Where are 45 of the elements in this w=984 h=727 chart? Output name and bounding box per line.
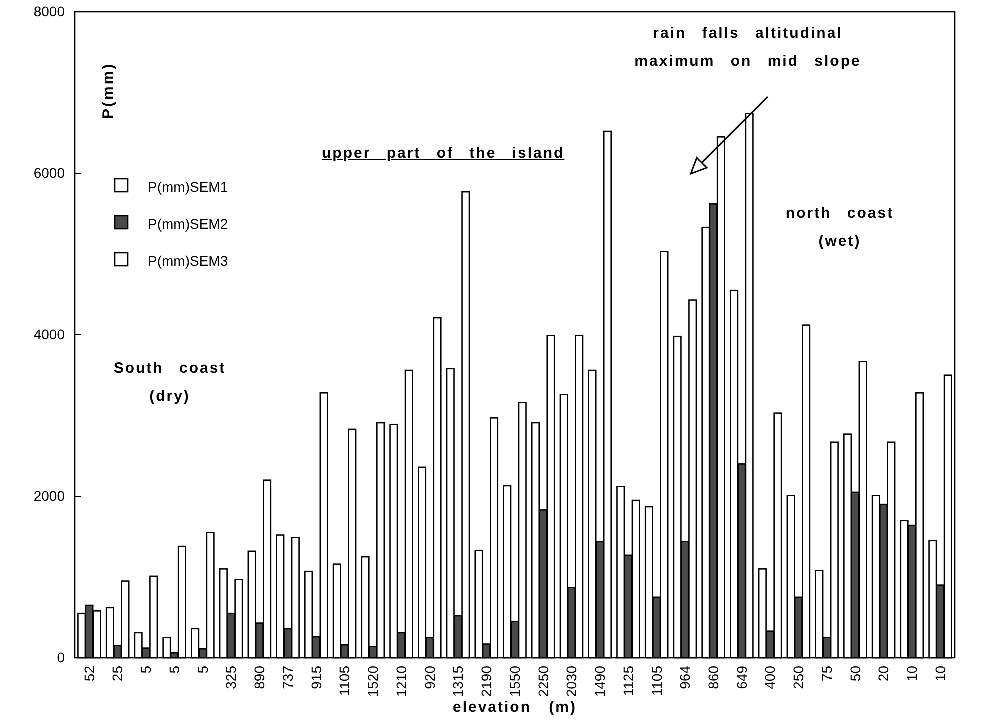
x-tick-label: 5: [138, 666, 154, 674]
x-tick-label: 20: [876, 666, 892, 682]
x-tick-label: 1125: [620, 666, 636, 696]
x-tick-label: 1315: [450, 666, 466, 698]
legend-label: P(mm)SEM2: [148, 216, 228, 232]
x-tick-label: 5: [194, 666, 211, 674]
x-tick-label: 2250: [535, 666, 552, 698]
x-tick-label: 75: [818, 666, 835, 682]
x-tick-label: 2190: [478, 666, 495, 698]
x-tick-label: 920: [422, 666, 438, 690]
x-tick-label: 1105: [336, 666, 353, 696]
annotation: South coast (dry): [114, 360, 226, 405]
annotation: north coast (wet): [786, 205, 894, 250]
x-tick-label: 737: [280, 666, 296, 690]
y-tick-label: 2000: [34, 488, 66, 504]
x-tick-label: 400: [762, 666, 778, 690]
x-tick-label: 1105: [648, 666, 665, 696]
legend-label: P(mm)SEM1: [148, 179, 228, 195]
y-tick-label: 0: [57, 649, 66, 666]
x-tick-label: 649: [734, 666, 750, 690]
x-tick-label: 1550: [506, 666, 523, 698]
y-tick-label: 4000: [34, 326, 66, 342]
annotation: rain falls altitudinal maximum on mid slope: [634, 25, 862, 70]
x-tick-label: 890: [252, 666, 268, 690]
x-tick-label: 10: [904, 666, 920, 682]
annotation: upper part of the island: [322, 145, 565, 162]
x-tick-label: 325: [223, 666, 240, 690]
x-tick-label: 25: [110, 666, 126, 682]
x-tick-label: 1490: [592, 666, 608, 698]
legend-label: P(mm)SEM3: [148, 253, 228, 269]
x-tick-label: 250: [790, 666, 807, 690]
x-tick-label: 10: [932, 666, 948, 682]
x-tick-label: 52: [81, 666, 98, 682]
x-tick-label: 915: [308, 666, 324, 690]
x-axis-title: elevation (m): [452, 699, 578, 716]
x-tick-label: 860: [705, 666, 722, 690]
x-tick-label: 1210: [393, 666, 410, 698]
x-tick-label: 964: [677, 666, 694, 690]
x-tick-label: 1520: [365, 666, 382, 698]
x-tick-label: 5: [166, 666, 182, 674]
x-tick-label: 2030: [564, 666, 580, 698]
y-tick-label: 8000: [34, 3, 66, 20]
y-axis-title: P(mm): [100, 62, 117, 119]
y-tick-label: 6000: [34, 164, 66, 181]
x-tick-label: 50: [847, 666, 864, 682]
